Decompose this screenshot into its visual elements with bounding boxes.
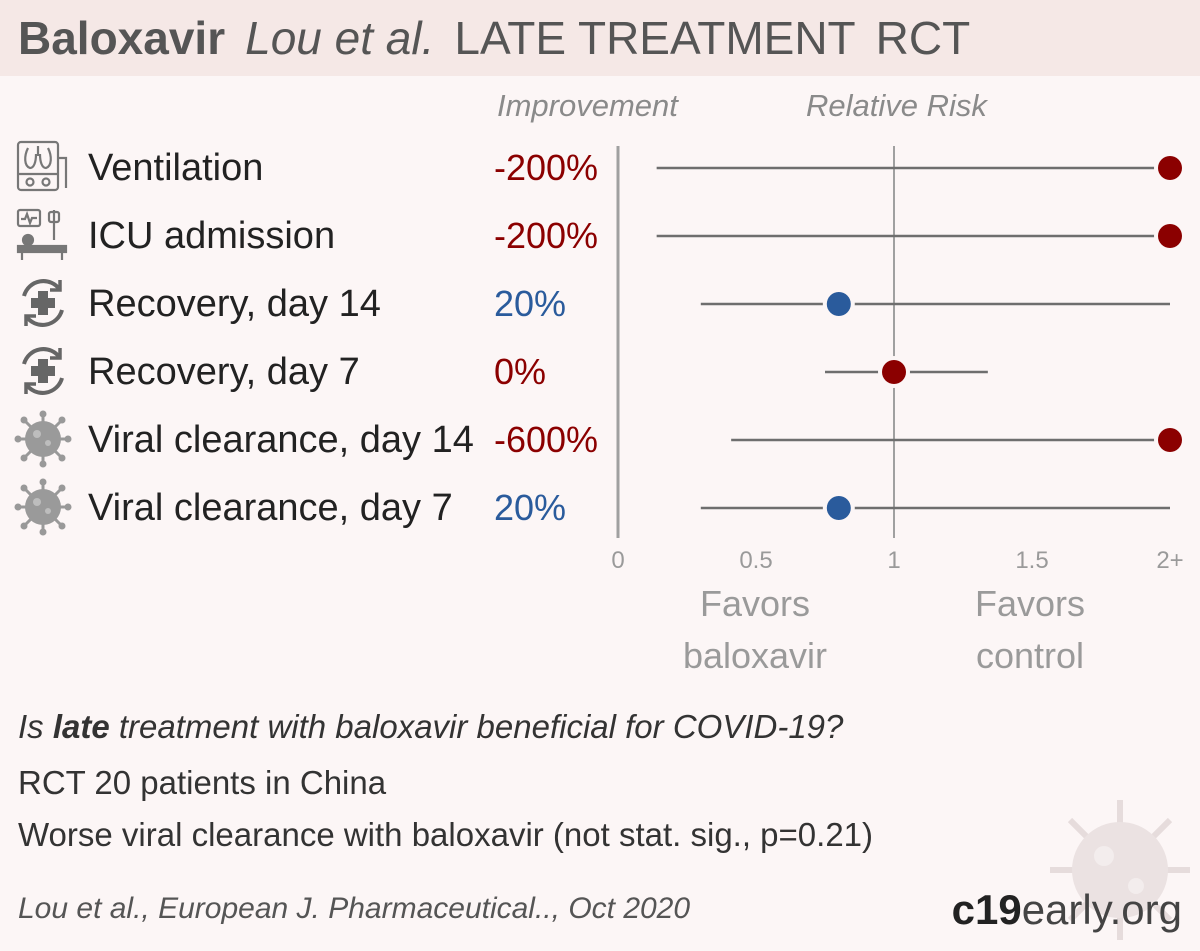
title-type: RCT xyxy=(875,12,971,64)
title-drug: Baloxavir xyxy=(18,12,226,64)
summary-result: Worse viral clearance with baloxavir (no… xyxy=(18,816,874,853)
point-estimate xyxy=(882,360,906,384)
brand-logo[interactable]: c19early.org xyxy=(952,886,1182,934)
point-estimate xyxy=(1158,428,1182,452)
brand-strong: c19 xyxy=(951,886,1022,933)
tick-label: 2+ xyxy=(1156,547,1183,574)
improvement-value: 0% xyxy=(494,351,547,392)
title-author: Lou et al. xyxy=(245,12,435,64)
improvement-value: -200% xyxy=(494,147,599,188)
tick-label: 0 xyxy=(611,547,624,574)
forest-plot: 0 0.5 1 1.5 2+ xyxy=(611,146,1186,574)
summary-question-post: treatment with baloxavir beneficial for … xyxy=(109,708,844,745)
icu-bed-icon xyxy=(14,206,72,264)
title-bar: Baloxavir Lou et al. LATE TREATMENT RCT xyxy=(0,0,1200,76)
outcome-label: Recovery, day 7 xyxy=(88,351,360,393)
citation: Lou et al., European J. Pharmaceutical..… xyxy=(18,892,691,925)
favors-treatment-label: Favors baloxavir xyxy=(682,583,828,676)
tick-label: 0.5 xyxy=(739,547,772,574)
relative-risk-header: Relative Risk xyxy=(806,88,987,123)
favors-control-label: Favors control xyxy=(974,583,1086,676)
summary-question-emphasis: late xyxy=(52,708,110,745)
outcome-label: Viral clearance, day 14 xyxy=(88,419,474,461)
point-estimate xyxy=(826,496,851,520)
outcome-label: ICU admission xyxy=(88,215,336,257)
point-estimate xyxy=(826,292,851,316)
improvement-value: 20% xyxy=(494,283,567,324)
summary-question: Is late treatment with baloxavir benefic… xyxy=(18,708,843,746)
page-title: Baloxavir Lou et al. LATE TREATMENT RCT xyxy=(18,8,970,68)
improvement-value: 20% xyxy=(494,487,567,528)
outcome-label: Recovery, day 14 xyxy=(88,283,381,325)
tick-label: 1 xyxy=(887,547,900,574)
point-estimate xyxy=(1158,156,1182,180)
point-estimate xyxy=(1158,224,1182,248)
recovery-icon xyxy=(14,342,72,400)
virus-icon xyxy=(14,410,72,468)
tick-label: 1.5 xyxy=(1015,547,1048,574)
recovery-icon xyxy=(14,274,72,332)
improvement-value: -200% xyxy=(494,215,599,256)
virus-watermark-icon xyxy=(1050,800,1190,940)
title-stage: LATE TREATMENT xyxy=(454,12,856,64)
outcome-label: Viral clearance, day 7 xyxy=(88,487,453,529)
improvement-value: -600% xyxy=(494,419,599,460)
summary-question-pre: Is xyxy=(18,708,53,745)
summary-patients: RCT 20 patients in China xyxy=(18,764,387,801)
outcome-label: Ventilation xyxy=(88,147,264,189)
ventilator-icon xyxy=(14,138,72,196)
brand-light: early.org xyxy=(1021,886,1182,933)
virus-icon xyxy=(14,478,72,536)
improvement-header: Improvement xyxy=(497,88,678,123)
